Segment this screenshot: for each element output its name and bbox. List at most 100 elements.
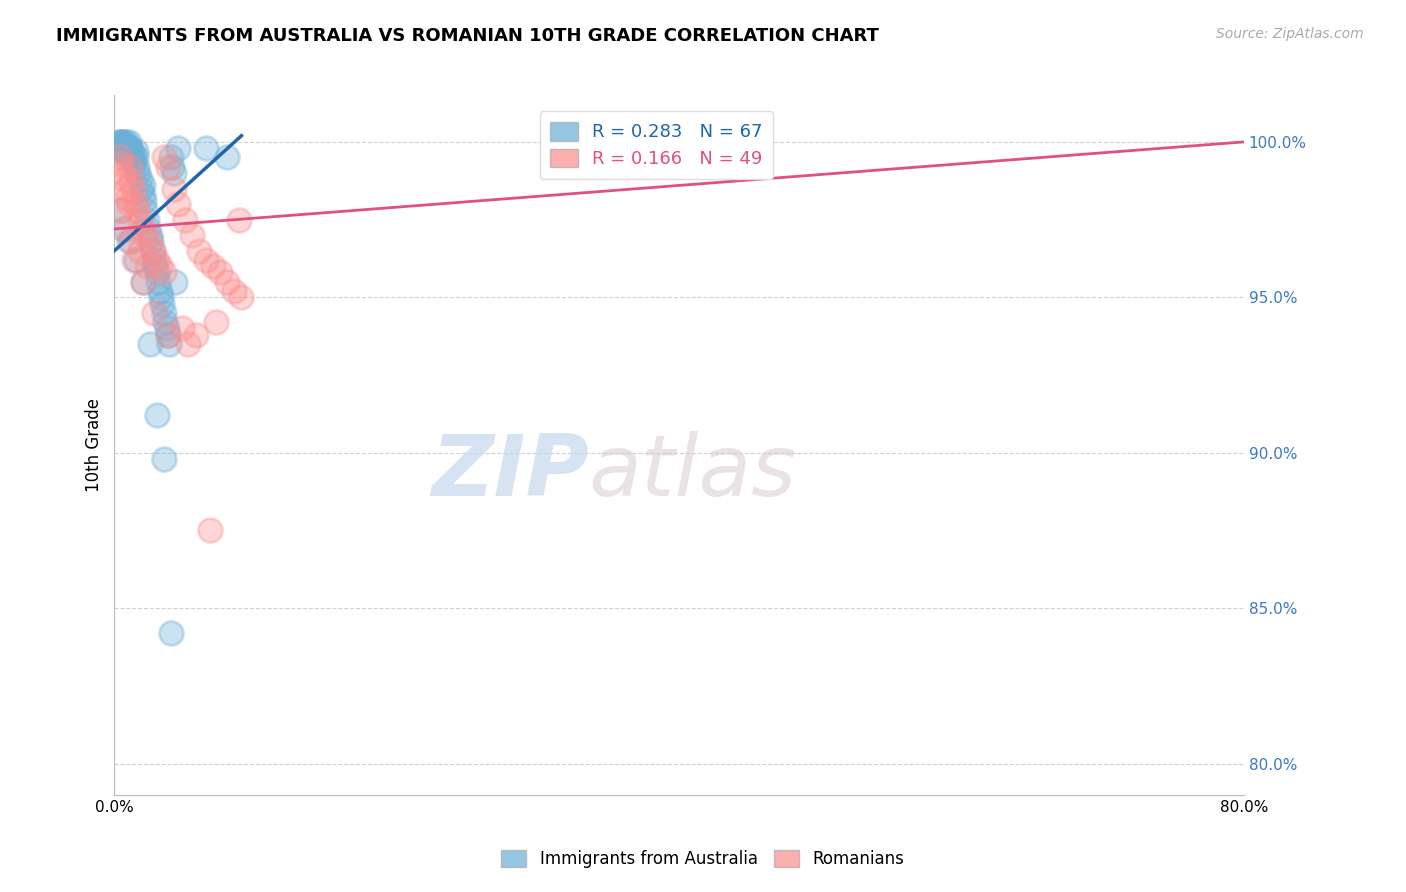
Point [135, 212, 157, 227]
Point [124, 145, 146, 159]
Point [162, 160, 184, 174]
Point [153, 265, 176, 279]
Point [150, 290, 173, 304]
Point [141, 244, 163, 258]
Point [138, 228, 160, 243]
Point [200, 524, 222, 538]
Point [153, 306, 176, 320]
Point [112, 172, 135, 186]
Point [195, 253, 218, 268]
Point [114, 222, 136, 236]
Point [135, 259, 157, 273]
Point [128, 172, 150, 186]
Text: Source: ZipAtlas.com: Source: ZipAtlas.com [1216, 27, 1364, 41]
Point [163, 166, 186, 180]
Point [217, 151, 239, 165]
Point [110, 135, 132, 149]
Point [127, 166, 149, 180]
Point [149, 284, 172, 298]
Point [136, 222, 159, 236]
Point [121, 147, 143, 161]
Point [131, 275, 153, 289]
Point [107, 135, 129, 149]
Point [132, 194, 155, 208]
Point [157, 327, 180, 342]
Point [105, 141, 128, 155]
Point [172, 321, 194, 335]
Point [112, 138, 135, 153]
Point [138, 235, 160, 249]
Point [224, 284, 246, 298]
Point [145, 253, 167, 268]
Point [108, 151, 131, 165]
Point [122, 156, 145, 170]
Point [120, 175, 142, 189]
Point [202, 259, 225, 273]
Point [167, 197, 190, 211]
Point [128, 244, 150, 258]
Point [114, 181, 136, 195]
Point [118, 160, 141, 174]
Point [160, 151, 183, 165]
Point [121, 153, 143, 168]
Point [143, 259, 166, 273]
Y-axis label: 10th Grade: 10th Grade [86, 398, 103, 492]
Point [115, 191, 138, 205]
Point [153, 151, 176, 165]
Point [114, 135, 136, 149]
Point [209, 265, 232, 279]
Point [110, 141, 132, 155]
Legend: R = 0.283   N = 67, R = 0.166   N = 49: R = 0.283 N = 67, R = 0.166 N = 49 [540, 112, 773, 179]
Point [108, 135, 131, 149]
Point [188, 244, 211, 258]
Point [152, 296, 174, 310]
Point [165, 275, 187, 289]
Text: atlas: atlas [589, 432, 797, 515]
Point [146, 275, 169, 289]
Point [142, 253, 165, 268]
Point [156, 321, 179, 335]
Point [120, 145, 142, 159]
Point [145, 265, 167, 279]
Point [205, 315, 228, 329]
Point [121, 181, 143, 195]
Point [107, 138, 129, 153]
Point [129, 181, 152, 195]
Point [118, 141, 141, 155]
Point [117, 135, 139, 149]
Point [131, 222, 153, 236]
Point [149, 259, 172, 273]
Point [117, 197, 139, 211]
Point [110, 203, 132, 218]
Point [131, 187, 153, 202]
Point [120, 235, 142, 249]
Point [110, 156, 132, 170]
Point [157, 327, 180, 342]
Point [131, 178, 153, 193]
Point [124, 197, 146, 211]
Point [117, 141, 139, 155]
Point [115, 145, 138, 159]
Point [181, 228, 204, 243]
Point [217, 275, 239, 289]
Point [128, 212, 150, 227]
Point [125, 160, 148, 174]
Point [598, 135, 620, 149]
Point [111, 166, 134, 180]
Point [112, 141, 135, 155]
Point [131, 275, 153, 289]
Point [108, 145, 131, 159]
Point [160, 626, 183, 640]
Point [231, 290, 253, 304]
Point [159, 337, 181, 351]
Point [125, 203, 148, 218]
Point [174, 212, 197, 227]
Point [111, 138, 134, 153]
Point [111, 135, 134, 149]
Point [118, 147, 141, 161]
Point [139, 235, 162, 249]
Point [111, 222, 134, 236]
Point [122, 253, 145, 268]
Point [163, 181, 186, 195]
Point [134, 228, 156, 243]
